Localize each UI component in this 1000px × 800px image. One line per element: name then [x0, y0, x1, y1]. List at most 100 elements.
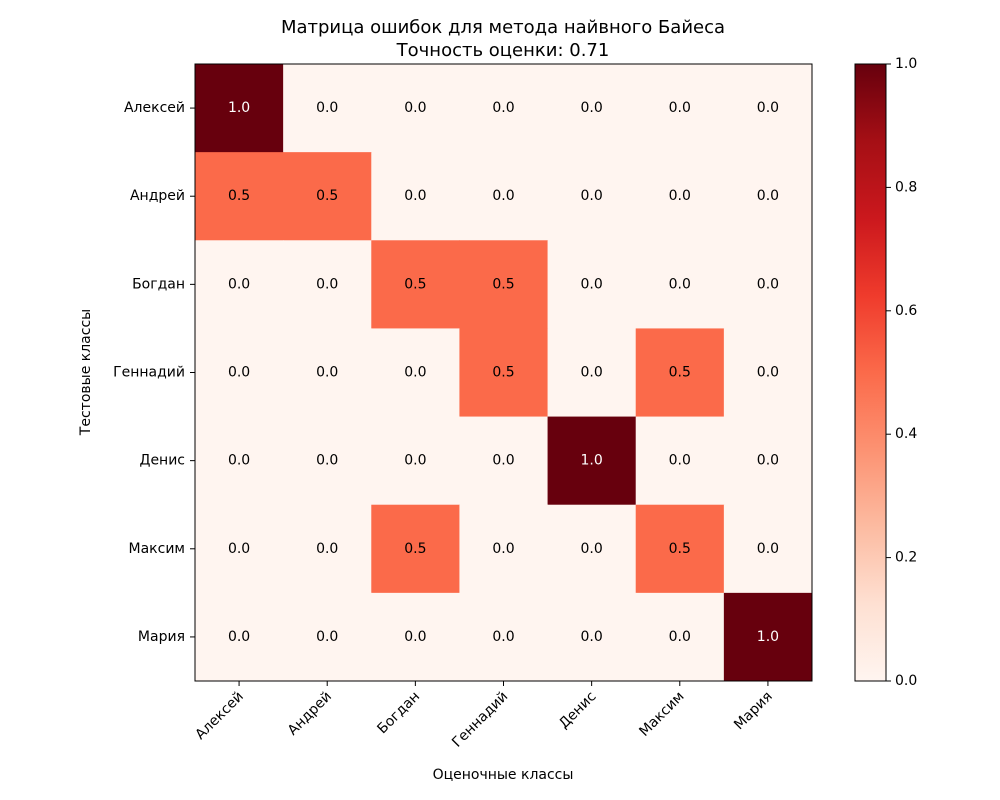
- cell-value-label: 0.0: [492, 629, 514, 645]
- cell-value-label: 0.5: [404, 541, 426, 557]
- heatmap-cell: [459, 328, 549, 418]
- heatmap-cell: [195, 152, 284, 241]
- cell-value-label: 0.0: [492, 188, 514, 204]
- x-tick-label: Денис: [556, 689, 599, 732]
- x-tick-label: Геннадий: [449, 689, 511, 751]
- heatmap-cell: [283, 504, 372, 594]
- cell-value-label: 0.0: [581, 629, 603, 645]
- cell-value-label: 0.0: [228, 541, 250, 557]
- heatmap-cell: [723, 592, 813, 682]
- heatmap-cell: [723, 64, 813, 153]
- heatmap-cell: [635, 152, 725, 241]
- cell-value-label: 0.0: [228, 365, 250, 381]
- cell-value-label: 0.0: [404, 453, 426, 469]
- heatmap-cell: [635, 64, 725, 153]
- heatmap-cell: [635, 416, 725, 506]
- cell-value-label: 0.0: [316, 276, 338, 292]
- heatmap-cell: [371, 416, 460, 506]
- cell-value-label: 0.0: [316, 453, 338, 469]
- cell-value-label: 0.0: [669, 276, 691, 292]
- colorbar-gradient: [854, 63, 887, 682]
- cell-value-label: 0.0: [581, 365, 603, 381]
- x-axis-label: Оценочные классы: [433, 767, 574, 783]
- cell-value-label: 0.0: [228, 453, 250, 469]
- heatmap-cell: [195, 240, 284, 329]
- cell-value-label: 0.0: [757, 453, 779, 469]
- cell-value-label: 0.5: [669, 365, 691, 381]
- cell-value-label: 0.0: [228, 276, 250, 292]
- heatmap-cell: [283, 328, 372, 418]
- x-tick-label: Андрей: [285, 689, 335, 739]
- cell-value-label: 0.0: [581, 188, 603, 204]
- y-tick-label: Максим: [129, 541, 185, 557]
- y-tick-label: Андрей: [130, 188, 185, 204]
- cell-value-label: 0.5: [492, 276, 514, 292]
- colorbar: 0.0 0.2 0.4 0.6 0.8 1.0: [854, 56, 917, 689]
- heatmap-cell: [459, 504, 549, 594]
- heatmap-cell: [283, 152, 372, 241]
- heatmap-cell: [459, 416, 549, 506]
- x-tick-label: Богдан: [374, 689, 423, 738]
- y-axis-label: Тестовые классы: [78, 309, 94, 436]
- heatmap-cell: [459, 240, 549, 329]
- heatmap-cell: [195, 64, 284, 153]
- heatmap-cell: [283, 416, 372, 506]
- cell-value-label: 0.0: [669, 629, 691, 645]
- cell-value-label: 0.0: [492, 453, 514, 469]
- heatmap: 1.0 0.0 0.0 0.0 0.0 0.0 0.0 0.5 0.5 0.0 0.0 0.0 0.0 0…: [195, 64, 813, 682]
- cell-value-label: 0.0: [581, 276, 603, 292]
- heatmap-cell: [635, 592, 725, 682]
- y-tick-label: Богдан: [132, 276, 185, 292]
- cell-value-label: 0.5: [316, 188, 338, 204]
- heatmap-cell: [723, 504, 813, 594]
- heatmap-cell: [459, 64, 549, 153]
- y-tick-label: Геннадий: [113, 365, 185, 381]
- cell-value-label: 0.5: [669, 541, 691, 557]
- cell-value-label: 0.0: [581, 541, 603, 557]
- colorbar-tick-label: 1.0: [895, 56, 917, 72]
- heatmap-cell: [371, 328, 460, 418]
- cell-value-label: 0.0: [757, 541, 779, 557]
- heatmap-cell: [195, 592, 284, 682]
- cell-value-label: 0.0: [757, 100, 779, 116]
- heatmap-cell: [195, 504, 284, 594]
- heatmap-cell: [723, 152, 813, 241]
- heatmap-cell: [635, 240, 725, 329]
- heatmap-cell: [371, 504, 460, 594]
- colorbar-tick-label: 0.2: [895, 550, 917, 566]
- cell-value-label: 0.0: [757, 276, 779, 292]
- cell-value-label: 0.0: [404, 100, 426, 116]
- heatmap-cell: [283, 64, 372, 153]
- heatmap-cell: [635, 504, 725, 594]
- colorbar-tick-label: 0.0: [895, 673, 917, 689]
- heatmap-cell: [371, 240, 460, 329]
- cell-value-label: 0.0: [492, 100, 514, 116]
- heatmap-cell: [283, 592, 372, 682]
- heatmap-cell: [723, 240, 813, 329]
- heatmap-cell: [195, 416, 284, 506]
- heatmap-cell: [195, 328, 284, 418]
- x-tick-label: Алексей: [192, 689, 246, 743]
- cell-value-label: 0.0: [492, 541, 514, 557]
- colorbar-tick-label: 0.4: [895, 426, 917, 442]
- heatmap-cell: [459, 152, 549, 241]
- cell-value-label: 0.0: [316, 629, 338, 645]
- y-tick-label: Денис: [140, 453, 186, 469]
- cell-value-label: 0.5: [404, 276, 426, 292]
- x-tick-label: Максим: [636, 689, 687, 740]
- x-tick-label: Мария: [731, 689, 776, 734]
- heatmap-cell: [547, 64, 637, 153]
- heatmap-cell: [371, 152, 460, 241]
- y-tick-label: Алексей: [124, 100, 185, 116]
- heatmap-cell: [723, 328, 813, 418]
- cell-value-label: 0.0: [669, 188, 691, 204]
- heatmap-cell: [547, 416, 637, 506]
- cell-value-label: 0.0: [316, 541, 338, 557]
- heatmap-cell: [723, 416, 813, 506]
- cell-value-label: 1.0: [228, 100, 250, 116]
- colorbar-tick-label: 0.6: [895, 303, 917, 319]
- heatmap-cell: [547, 152, 637, 241]
- chart-title: Матрица ошибок для метода найвного Байес…: [281, 17, 725, 38]
